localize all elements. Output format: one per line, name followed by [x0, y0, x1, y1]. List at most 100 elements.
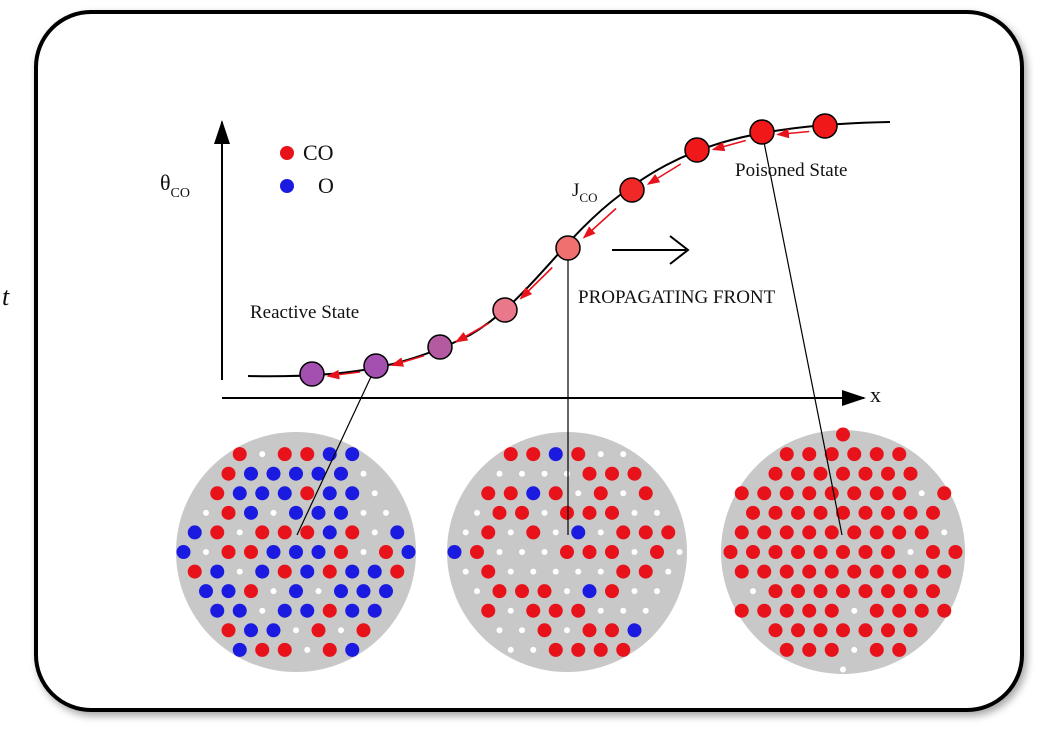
empty-site: [508, 647, 514, 653]
o-site: [244, 506, 258, 520]
co-site: [836, 623, 850, 637]
co-site: [892, 604, 906, 618]
empty-site: [564, 627, 570, 633]
co-site: [802, 447, 816, 461]
o-site: [571, 525, 585, 539]
o-site: [210, 604, 224, 618]
co-site: [278, 643, 292, 657]
co-site: [583, 623, 597, 637]
co-site: [222, 545, 236, 559]
co-site: [825, 643, 839, 657]
o-site: [345, 604, 359, 618]
co-site: [233, 447, 247, 461]
o-site: [233, 604, 247, 618]
co-site: [780, 486, 794, 500]
y-symbol: θ: [160, 170, 171, 195]
co-site: [470, 545, 484, 559]
co-site: [735, 604, 749, 618]
empty-site: [654, 588, 660, 594]
empty-site: [542, 510, 548, 516]
co-site: [210, 525, 224, 539]
co-site: [746, 545, 760, 559]
co-site: [538, 584, 552, 598]
co-site: [357, 623, 371, 637]
co-site: [390, 565, 404, 579]
empty-site: [519, 471, 525, 477]
co-site: [549, 486, 563, 500]
o-site: [379, 584, 393, 598]
o-site: [402, 545, 416, 559]
o-site: [255, 486, 269, 500]
co-site: [881, 467, 895, 481]
co-site: [859, 545, 873, 559]
empty-site: [304, 647, 310, 653]
co-site: [549, 643, 563, 657]
o-site: [334, 506, 348, 520]
o-site: [549, 447, 563, 461]
co-site: [504, 486, 518, 500]
empty-site: [632, 549, 638, 555]
co-site: [791, 545, 805, 559]
site: [493, 298, 517, 322]
empty-site: [598, 451, 604, 457]
empty-site: [851, 647, 857, 653]
co-site: [605, 623, 619, 637]
empty-site: [530, 569, 536, 575]
co-site: [859, 623, 873, 637]
co-site: [802, 525, 816, 539]
poisoned-label: Poisoned State: [735, 160, 847, 181]
empty-site: [338, 627, 344, 633]
legend-co-dot: [280, 146, 294, 160]
empty-site: [519, 627, 525, 633]
co-site: [188, 565, 202, 579]
co-site: [560, 506, 574, 520]
empty-site: [271, 510, 277, 516]
co-site: [571, 643, 585, 657]
site: [364, 354, 388, 378]
co-site: [244, 584, 258, 598]
co-site: [504, 447, 518, 461]
co-site: [870, 486, 884, 500]
co-site: [735, 525, 749, 539]
site: [556, 236, 580, 260]
co-site: [345, 525, 359, 539]
o-site: [278, 604, 292, 618]
co-site: [926, 545, 940, 559]
co-site: [300, 486, 314, 500]
co-site: [892, 565, 906, 579]
diagram: t x θCO CO O JCO Poisoned State Reactive…: [0, 0, 1040, 728]
empty-site: [463, 529, 469, 535]
x-axis-label: x: [870, 382, 881, 407]
co-site: [847, 486, 861, 500]
co-site: [757, 525, 771, 539]
empty-site: [677, 549, 683, 555]
co-site: [757, 604, 771, 618]
co-site: [650, 545, 664, 559]
empty-site: [259, 451, 265, 457]
co-site: [583, 467, 597, 481]
co-site: [780, 525, 794, 539]
o-site: [368, 565, 382, 579]
o-site: [210, 565, 224, 579]
o-site: [267, 545, 281, 559]
co-site: [847, 525, 861, 539]
co-site: [949, 545, 963, 559]
o-site: [267, 467, 281, 481]
co-site: [802, 565, 816, 579]
co-site: [481, 604, 495, 618]
co-site: [825, 604, 839, 618]
empty-site: [941, 529, 947, 535]
o-site: [222, 584, 236, 598]
co-site: [300, 447, 314, 461]
co-site: [802, 604, 816, 618]
co-site: [825, 565, 839, 579]
o-site: [583, 584, 597, 598]
co-site: [493, 584, 507, 598]
co-site: [926, 584, 940, 598]
reactive-label: Reactive State: [250, 302, 359, 323]
co-site: [937, 486, 951, 500]
co-site: [278, 447, 292, 461]
co-site: [481, 486, 495, 500]
empty-site: [237, 569, 243, 575]
co-site: [769, 506, 783, 520]
